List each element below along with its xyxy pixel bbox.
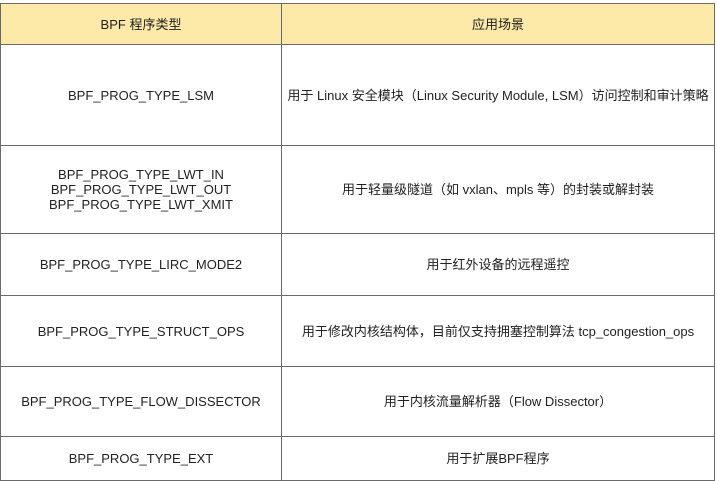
usage-cell: 用于轻量级隧道（如 vxlan、mpls 等）的封装或解封装 xyxy=(281,145,715,234)
header-usage: 应用场景 xyxy=(281,3,715,45)
program-type: BPF_PROG_TYPE_LWT_OUT xyxy=(50,182,232,197)
usage-cell: 用于红外设备的远程遥控 xyxy=(281,233,715,296)
program-type-cell: BPF_PROG_TYPE_STRUCT_OPS xyxy=(0,295,282,367)
program-type-cell: BPF_PROG_TYPE_LIRC_MODE2 xyxy=(0,233,282,296)
program-type: BPF_PROG_TYPE_LWT_XMIT xyxy=(49,197,233,212)
table-row: BPF_PROG_TYPE_LSM 用于 Linux 安全模块（Linux Se… xyxy=(0,44,715,146)
table-row: BPF_PROG_TYPE_LIRC_MODE2 用于红外设备的远程遥控 xyxy=(0,233,715,296)
program-type: BPF_PROG_TYPE_EXT xyxy=(68,451,214,466)
program-type: BPF_PROG_TYPE_STRUCT_OPS xyxy=(37,323,245,339)
program-type-cell: BPF_PROG_TYPE_EXT xyxy=(0,436,282,481)
program-type-cell: BPF_PROG_TYPE_LSM xyxy=(0,44,282,146)
usage-cell: 用于修改内核结构体，目前仅支持拥塞控制算法 tcp_congestion_ops xyxy=(281,295,715,367)
table-row: BPF_PROG_TYPE_EXT 用于扩展BPF程序 xyxy=(0,436,715,481)
usage-cell: 用于内核流量解析器（Flow Dissector） xyxy=(281,366,715,437)
usage-cell: 用于扩展BPF程序 xyxy=(281,436,715,481)
table-row: BPF_PROG_TYPE_STRUCT_OPS 用于修改内核结构体，目前仅支持… xyxy=(0,295,715,367)
program-type: BPF_PROG_TYPE_LWT_IN xyxy=(58,167,224,182)
program-type-cell: BPF_PROG_TYPE_LWT_IN BPF_PROG_TYPE_LWT_O… xyxy=(0,145,282,234)
program-type-cell: BPF_PROG_TYPE_FLOW_DISSECTOR xyxy=(0,366,282,437)
bpf-program-types-table: BPF 程序类型 应用场景 BPF_PROG_TYPE_LSM 用于 Linux… xyxy=(0,3,715,481)
header-row: BPF 程序类型 应用场景 xyxy=(0,3,715,45)
program-type: BPF_PROG_TYPE_LIRC_MODE2 xyxy=(39,257,243,272)
header-program-type: BPF 程序类型 xyxy=(0,3,282,45)
table-row: BPF_PROG_TYPE_FLOW_DISSECTOR 用于内核流量解析器（F… xyxy=(0,366,715,437)
program-type: BPF_PROG_TYPE_LSM xyxy=(68,87,214,103)
program-type: BPF_PROG_TYPE_FLOW_DISSECTOR xyxy=(21,394,261,409)
usage-cell: 用于 Linux 安全模块（Linux Security Module, LSM… xyxy=(281,44,715,146)
table-row: BPF_PROG_TYPE_LWT_IN BPF_PROG_TYPE_LWT_O… xyxy=(0,145,715,234)
